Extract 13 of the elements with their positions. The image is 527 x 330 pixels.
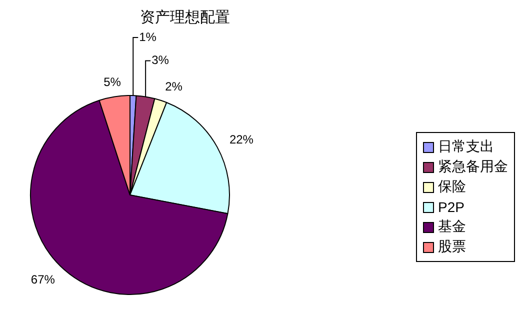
legend-label: 基金 <box>438 218 466 236</box>
data-label: 2% <box>165 79 183 94</box>
data-label: 1% <box>139 30 157 44</box>
data-label: 5% <box>104 75 122 90</box>
legend-label: 保险 <box>438 178 466 196</box>
legend-label: 股票 <box>438 238 466 256</box>
legend-label: P2P <box>438 199 464 215</box>
data-label: 22% <box>229 132 254 147</box>
data-label: 3% <box>152 53 170 68</box>
chart-title: 资产理想配置 <box>139 8 231 27</box>
data-label: 67% <box>30 272 56 286</box>
legend-label: 紧急备用金 <box>438 158 508 176</box>
legend-label: 日常支出 <box>438 138 494 156</box>
